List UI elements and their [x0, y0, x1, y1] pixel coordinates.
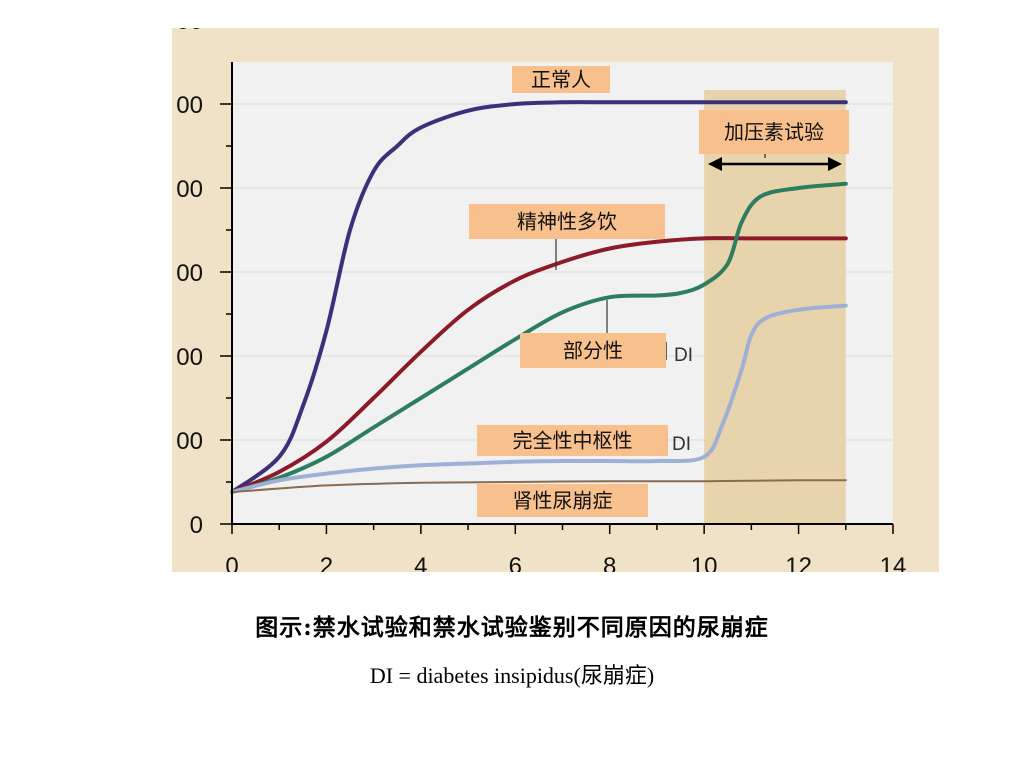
label-nephrogenic: 肾性尿崩症 [477, 484, 648, 517]
series-line-2 [230, 236, 848, 495]
arrow-head-left [708, 157, 722, 171]
x-tick-label: 12 [785, 553, 812, 580]
arrow-head-right [828, 157, 842, 171]
x-tick-label: 6 [509, 553, 522, 580]
x-tick-label: 4 [414, 553, 427, 580]
label-psychogenic-box [469, 204, 665, 239]
label-partial-text: 部分性 [563, 339, 623, 363]
x-tick-label: 14 [880, 553, 907, 580]
series-line-1 [230, 100, 848, 495]
series-lines [230, 100, 848, 495]
label-complete-central-text: 完全性中枢性 [513, 429, 633, 453]
label-vasopressin-box [699, 110, 849, 154]
y-tick-label: 00 [176, 428, 203, 455]
x-tick-label: 10 [691, 553, 718, 580]
label-vasopressin-text: 加压素试验 [724, 120, 824, 144]
figure-caption: 图示:禁水试验和禁水试验鉴别不同原因的尿崩症 [255, 614, 769, 641]
label-partial-box [520, 333, 666, 368]
series-line-3 [230, 181, 848, 495]
label-normal-box [512, 66, 610, 93]
di-fragment: DI [672, 434, 691, 455]
label-complete-central-box [477, 425, 668, 456]
y-tick-label: 00 [176, 344, 203, 371]
x-tick-label: 0 [225, 553, 238, 580]
figure-subcaption: DI = diabetes insipidus(尿崩症) [369, 663, 655, 688]
label-normal: 正常人 [512, 66, 610, 93]
y-tick-label: 00 [176, 176, 203, 203]
x-tick-label: 8 [603, 553, 616, 580]
x-tick-label: 2 [320, 553, 333, 580]
series-line-4 [230, 303, 848, 495]
x-tick-labels: 0 2 4 6 8 10 12 14 [225, 553, 907, 580]
label-vasopressin: 加压素试验 [699, 110, 849, 154]
y-tick-label: 00 [176, 8, 203, 35]
label-partial: 部分性 [520, 333, 666, 368]
y-tick-label: 00 [176, 92, 203, 119]
y-tick-label: 00 [176, 260, 203, 287]
di-fragment: DI [674, 345, 693, 366]
label-psychogenic: 精神性多饮 [469, 204, 665, 239]
label-complete-central: 完全性中枢性 [477, 425, 668, 456]
axes [220, 62, 894, 534]
label-normal-text: 正常人 [531, 68, 591, 92]
label-nephrogenic-box [477, 484, 648, 517]
y-tick-label: 0 [190, 512, 203, 539]
label-psychogenic-text: 精神性多饮 [517, 210, 617, 234]
series-line-5 [231, 479, 847, 494]
label-nephrogenic-text: 肾性尿崩症 [513, 489, 613, 513]
